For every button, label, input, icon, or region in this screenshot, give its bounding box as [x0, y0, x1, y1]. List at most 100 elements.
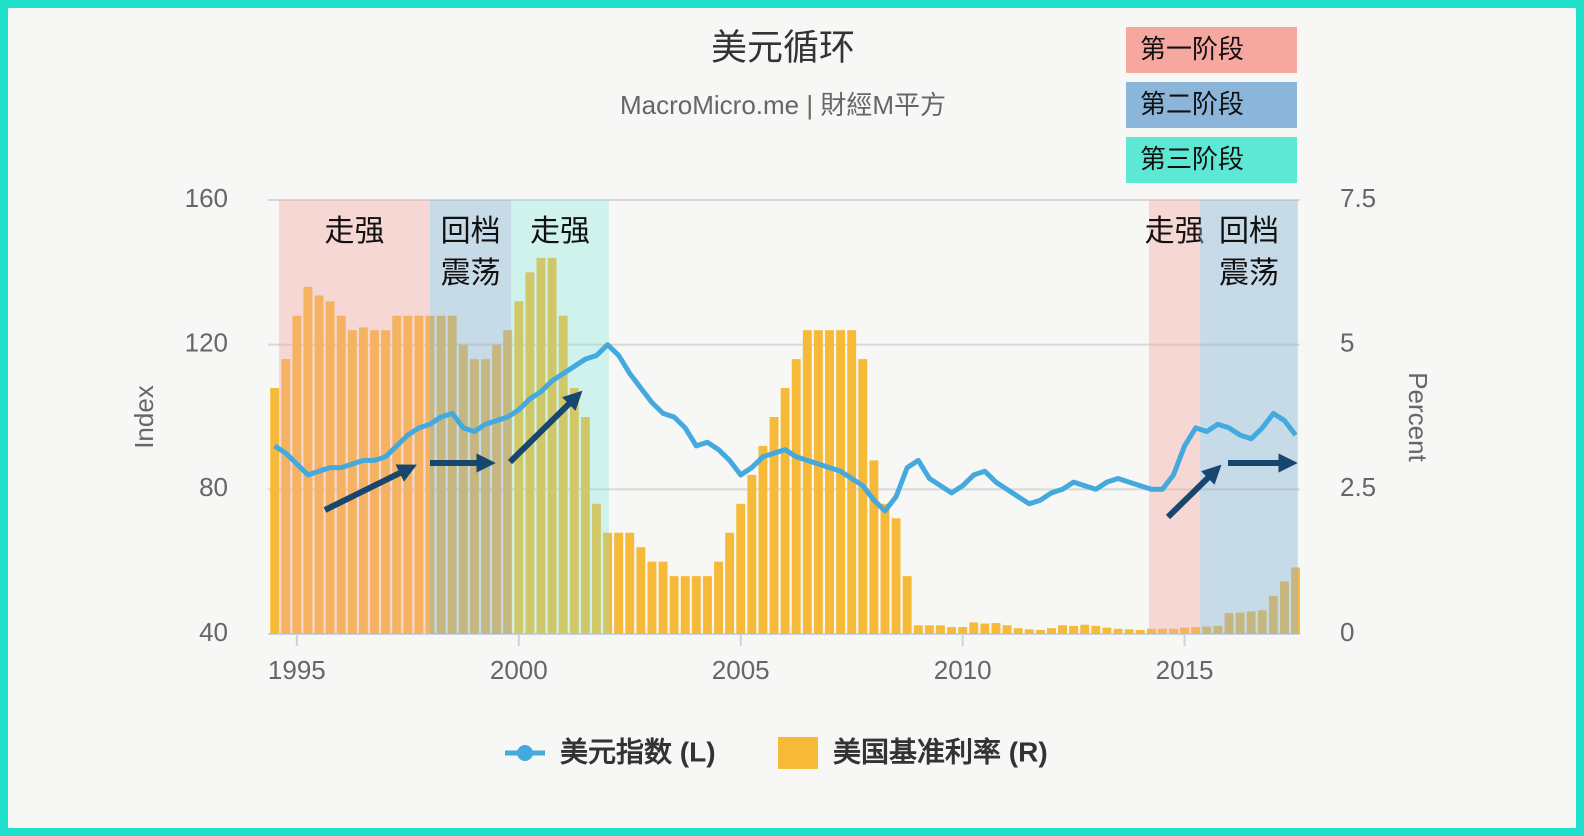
- bar: [702, 576, 712, 634]
- bar: [1024, 629, 1034, 634]
- bar: [769, 417, 779, 634]
- y-tick-label: 80: [199, 472, 228, 502]
- bar: [647, 561, 657, 634]
- bar: [558, 315, 568, 634]
- bar: [969, 622, 979, 634]
- bar: [869, 460, 879, 634]
- bar: [902, 576, 912, 634]
- period-label: 回档: [441, 215, 501, 248]
- bar: [1124, 629, 1134, 634]
- period-band: [511, 200, 609, 634]
- bar: [447, 315, 457, 634]
- legend-swatch: [778, 737, 818, 769]
- arrow: [507, 390, 583, 465]
- bar: [714, 561, 723, 634]
- bar: [1157, 628, 1167, 634]
- phase-legend-box: [1126, 137, 1297, 183]
- bar: [314, 295, 324, 634]
- bar: [1268, 595, 1278, 634]
- x-tick-label: 2015: [1156, 655, 1214, 685]
- bar: [991, 623, 1001, 634]
- phase-legend-label: 第一阶段: [1140, 34, 1244, 64]
- phase-legend-box: [1126, 82, 1297, 128]
- bar: [936, 625, 945, 634]
- bar: [980, 623, 990, 634]
- bar: [802, 330, 812, 634]
- bar: [370, 330, 379, 634]
- y2-tick-label: 7.5: [1340, 183, 1376, 213]
- bar: [270, 388, 280, 634]
- bar: [336, 315, 346, 634]
- bar: [1135, 629, 1145, 634]
- bar: [947, 627, 956, 634]
- bar: [514, 301, 524, 634]
- bar: [913, 625, 923, 634]
- x-tick-label: 2010: [934, 655, 992, 685]
- bar: [1202, 626, 1212, 634]
- period-label: 震荡: [1219, 257, 1279, 290]
- arrow: [1165, 464, 1222, 520]
- bar: [481, 359, 490, 634]
- y-tick-label: 160: [185, 183, 228, 213]
- y2-axis-title: Percent: [1403, 372, 1433, 462]
- bar: [1102, 627, 1112, 634]
- period-label: 回档: [1219, 215, 1279, 248]
- x-tick-label: 2000: [490, 655, 548, 685]
- bar: [347, 330, 357, 634]
- bar: [614, 532, 624, 634]
- line: [273, 342, 1298, 514]
- bar: [1035, 629, 1045, 634]
- bar: [492, 344, 502, 634]
- bar: [1013, 628, 1023, 634]
- bar: [414, 315, 424, 634]
- bar: [658, 561, 668, 634]
- bar: [1091, 625, 1101, 634]
- bar: [1213, 625, 1223, 634]
- bar: [580, 417, 590, 634]
- bar: [847, 330, 857, 634]
- bar: [891, 518, 901, 634]
- bar: [780, 388, 790, 634]
- bar: [1235, 612, 1245, 634]
- bar: [880, 503, 890, 634]
- bar: [1191, 627, 1201, 634]
- plot-area: 40 80 120 160 0 2.5 5 7.5 1995 2000 2005 2010 2015 走强…: [185, 183, 1377, 685]
- bar: [758, 445, 768, 634]
- bar: [1291, 567, 1300, 634]
- period-label: 走强: [530, 215, 590, 248]
- bar: [469, 359, 479, 634]
- bar: [458, 344, 468, 634]
- bar: [569, 388, 579, 634]
- y2-tick-label: 0: [1340, 617, 1354, 647]
- bar: [1113, 628, 1123, 634]
- y2-tick-label: 2.5: [1340, 472, 1376, 502]
- bar: [1002, 625, 1012, 634]
- bar: [281, 359, 291, 634]
- bar: [525, 272, 535, 634]
- period-label: 走强: [1145, 215, 1205, 248]
- bar: [691, 576, 701, 634]
- bar: [1257, 610, 1267, 634]
- bar: [436, 315, 446, 634]
- bar: [791, 359, 801, 634]
- bar: [1180, 627, 1190, 634]
- y-tick-label: 40: [199, 617, 228, 647]
- phase-legend-label: 第三阶段: [1140, 144, 1244, 174]
- y-tick-label: 120: [185, 328, 228, 358]
- bar: [736, 503, 746, 634]
- legend-label: 美国基准利率 (R): [833, 735, 1048, 767]
- bar: [603, 532, 612, 634]
- bar: [1069, 625, 1079, 634]
- bar: [958, 627, 968, 634]
- bar: [747, 474, 757, 634]
- y-axis-title: Index: [129, 385, 159, 449]
- y2-tick-label: 5: [1340, 328, 1354, 358]
- bar: [592, 503, 601, 634]
- bar: [547, 257, 557, 634]
- period-band: [1149, 200, 1201, 634]
- bar: [636, 547, 646, 634]
- period-label: 走强: [325, 215, 385, 248]
- bar: [680, 576, 690, 634]
- arrows: [323, 390, 1298, 520]
